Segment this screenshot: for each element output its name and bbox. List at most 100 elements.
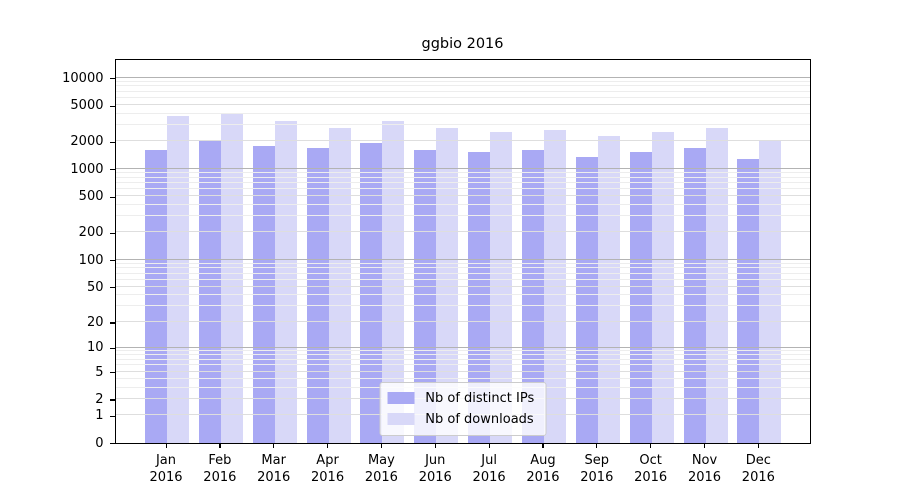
x-tick-mark-sep: [596, 443, 598, 448]
gridline-900: [115, 171, 810, 173]
y-tick-label: 10000: [62, 70, 104, 86]
gridline-30: [115, 305, 810, 307]
y-tick-mark-200: [109, 232, 115, 235]
y-tick-mark-1000: [109, 169, 115, 171]
x-tick-mark-aug: [542, 443, 544, 448]
gridline-2000: [115, 140, 810, 142]
bar-distinct-ips-jun: [414, 150, 437, 443]
bar-distinct-ips-mar: [252, 145, 275, 443]
y-tick-label: 1000: [70, 161, 104, 177]
legend-swatch-downloads: [387, 413, 415, 425]
y-tick-label: 100: [78, 252, 104, 268]
x-tick-mark-nov: [704, 443, 706, 448]
y-tick-label: 10: [86, 340, 104, 356]
y-tick-mark-10: [109, 347, 115, 350]
chart-title: ggbio 2016: [421, 36, 504, 52]
bar-downloads-nov: [705, 128, 728, 443]
x-tick-label-nov: Nov 2016: [687, 452, 722, 485]
x-tick-label-sep: Sep 2016: [580, 452, 614, 485]
grid-layer: [115, 60, 810, 443]
gridline-500: [115, 195, 810, 197]
gridline-90: [115, 262, 810, 264]
bar-downloads-jun: [436, 127, 459, 443]
gridline-400: [115, 204, 810, 206]
bar-downloads-sep: [597, 136, 620, 443]
gridline-4000: [115, 112, 810, 114]
legend: Nb of distinct IPs Nb of downloads: [379, 381, 547, 436]
bar-distinct-ips-aug: [521, 150, 544, 443]
gridline-4: [115, 377, 810, 379]
gridline-6000: [115, 96, 810, 98]
gridline-3000: [115, 124, 810, 126]
x-tick-label-oct: Oct 2016: [634, 452, 668, 485]
gridline-10: [115, 346, 810, 348]
y-tick-mark-5000: [109, 105, 115, 107]
gridline-100: [115, 258, 810, 260]
y-tick-label: 50: [86, 279, 104, 295]
gridline-60: [115, 278, 810, 280]
x-tick-mark-jun: [434, 443, 436, 448]
legend-swatch-distinct-ips: [387, 392, 415, 404]
bar-distinct-ips-oct: [629, 151, 652, 443]
x-tick-mark-mar: [273, 443, 275, 448]
x-tick-mark-dec: [757, 443, 760, 448]
x-tick-label-jan: Jan 2016: [149, 452, 183, 485]
y-tick-mark-0: [109, 443, 115, 445]
y-tick-label: 5000: [70, 98, 104, 114]
bar-downloads-apr: [328, 127, 351, 443]
x-tick-label-jul: Jul 2016: [472, 452, 506, 485]
gridline-600: [115, 188, 810, 189]
gridline-40: [115, 294, 810, 296]
x-tick-label-apr: Apr 2016: [311, 452, 345, 485]
x-tick-mark-apr: [327, 443, 329, 448]
legend-label-distinct-ips: Nb of distinct IPs: [425, 390, 535, 406]
legend-row-distinct-ips: Nb of distinct IPs: [387, 388, 534, 409]
x-tick-label-jun: Jun 2016: [418, 452, 452, 485]
y-tick-label: 20: [86, 314, 104, 330]
plot-area: Nb of distinct IPs Nb of downloads: [114, 58, 811, 444]
gridline-10000: [115, 76, 810, 78]
gridline-5000: [115, 104, 810, 106]
bar-distinct-ips-may: [360, 142, 383, 443]
y-tick-mark-50: [109, 287, 115, 289]
gridline-5: [115, 370, 810, 372]
y-tick-label: 0: [95, 435, 104, 451]
x-tick-label-may: May 2016: [364, 452, 398, 485]
gridline-80: [115, 267, 810, 269]
gridline-70: [115, 272, 810, 274]
y-tick-label: 2000: [70, 134, 104, 150]
y-tick-mark-2000: [109, 141, 115, 144]
gridline-20: [115, 320, 810, 322]
y-tick-label: 1: [95, 408, 104, 424]
legend-label-downloads: Nb of downloads: [425, 411, 534, 427]
bar-distinct-ips-jan: [145, 149, 167, 443]
y-tick-mark-500: [109, 196, 115, 198]
gridline-8000: [115, 85, 810, 87]
bar-downloads-may: [382, 121, 405, 443]
y-tick-mark-1: [109, 415, 115, 417]
x-tick-label-mar: Mar 2016: [257, 452, 291, 485]
gridline-7000: [115, 90, 810, 92]
gridline-200: [115, 231, 810, 233]
x-tick-label-dec: Dec 2016: [741, 452, 775, 485]
bar-downloads-mar: [274, 121, 297, 443]
x-tick-label-aug: Aug 2016: [526, 452, 560, 485]
x-tick-mark-jan: [165, 443, 167, 448]
y-tick-label: 200: [78, 225, 104, 241]
gridline-7: [115, 359, 810, 361]
gridline-300: [115, 215, 810, 217]
x-tick-mark-oct: [650, 443, 652, 448]
gridline-700: [115, 181, 810, 183]
y-tick-mark-10000: [109, 78, 115, 80]
gridline-1000: [115, 167, 810, 169]
y-tick-mark-20: [109, 322, 115, 324]
gridline-800: [115, 176, 810, 178]
gridline-6: [115, 364, 810, 366]
gridline-8: [115, 354, 810, 356]
y-tick-mark-100: [109, 260, 115, 262]
bar-distinct-ips-dec: [737, 158, 760, 443]
x-tick-label-feb: Feb 2016: [203, 452, 237, 485]
x-tick-mark-may: [380, 443, 383, 448]
gridline-9000: [115, 80, 810, 82]
bar-downloads-dec: [759, 141, 782, 443]
